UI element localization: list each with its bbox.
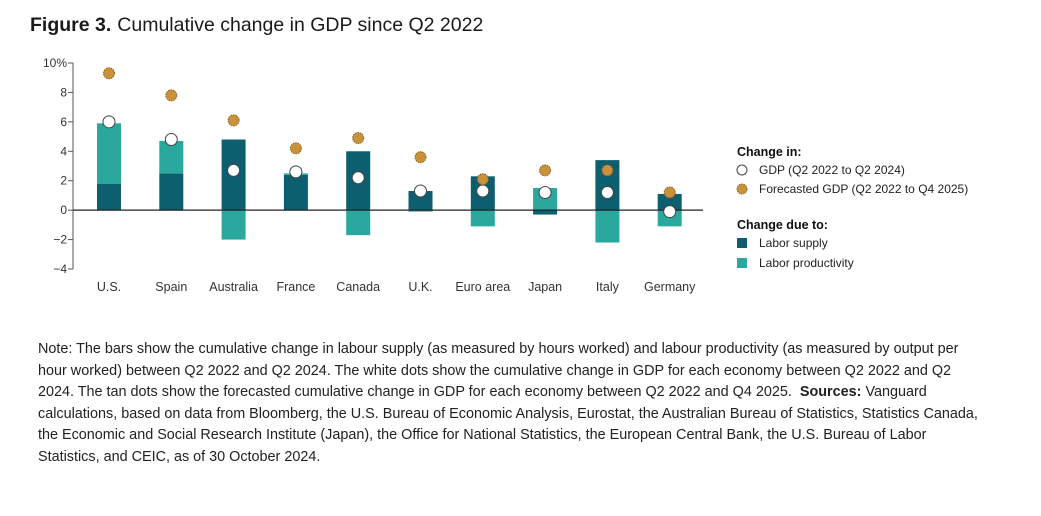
- gdp-dot: [476, 184, 490, 198]
- x-tick-label: Spain: [155, 280, 187, 294]
- x-tick-label: Euro area: [455, 280, 510, 294]
- forecast-gdp-dot: [165, 89, 178, 102]
- x-tick-label: U.S.: [97, 280, 121, 294]
- y-tick-label: −2: [53, 233, 67, 247]
- gdp-dot: [600, 185, 614, 199]
- gdp-dot: [227, 163, 241, 177]
- gdp-dot: [538, 185, 552, 199]
- forecast-gdp-dot: [103, 67, 115, 80]
- legend-heading-change-due-to: Change due to:: [737, 218, 828, 232]
- gdp-dot: [351, 171, 365, 185]
- y-tick-label: 0: [60, 203, 67, 217]
- forecast-gdp-dot: [352, 132, 365, 145]
- forecast-gdp-dot: [414, 151, 427, 164]
- forecast-gdp-dot: [227, 114, 240, 127]
- legend-labor-supply-label: Labor supply: [759, 236, 828, 250]
- forecast-gdp-dot: [539, 164, 552, 177]
- bar-labor-supply: [408, 191, 433, 211]
- legend-labor-supply-swatch: [737, 238, 747, 248]
- x-tick-label: France: [276, 280, 315, 294]
- x-tick-label: Canada: [336, 280, 380, 294]
- x-tick-label: Italy: [596, 280, 620, 294]
- legend-forecast-swatch: [736, 183, 748, 195]
- legend-gdp-label: GDP (Q2 2022 to Q2 2024): [759, 163, 905, 177]
- y-tick-label: −4: [53, 262, 67, 276]
- bar-labor-supply: [533, 210, 558, 215]
- x-tick-label: Japan: [528, 280, 562, 294]
- figure-label: Figure 3.: [30, 14, 112, 36]
- x-tick-label: Germany: [644, 280, 696, 294]
- legend-forecast-label: Forecasted GDP (Q2 2022 to Q4 2025): [759, 182, 968, 196]
- note-text: Note: The bars show the cumulative chang…: [38, 341, 959, 400]
- figure-title-text: Cumulative change in GDP since Q2 2022: [117, 14, 484, 36]
- y-tick-label: 2: [60, 174, 67, 188]
- bar-labor-supply: [657, 193, 682, 211]
- stacked-bar-chart: −4 −2 0 2 4 6 8 10% U.S. Spain Australia France Cana…: [43, 56, 968, 294]
- forecast-gdp-dot: [663, 186, 676, 199]
- bar-labor-productivity: [159, 140, 184, 174]
- bar-labor-productivity: [408, 210, 433, 212]
- forecast-gdp-dot: [289, 142, 302, 155]
- bar-labor-productivity: [346, 210, 371, 236]
- sources-text: Vanguard calculations, based on data fro…: [38, 384, 978, 465]
- gdp-dot: [102, 115, 116, 129]
- forecast-gdp-dot: [601, 164, 614, 177]
- bar-labor-productivity: [221, 210, 246, 240]
- forecast-gdp-dot: [476, 173, 489, 186]
- gdp-dot: [414, 184, 427, 198]
- bar-labor-productivity: [97, 123, 121, 184]
- gdp-dot: [663, 205, 677, 219]
- bar-labor-supply: [97, 183, 121, 211]
- bar-labor-supply: [283, 174, 308, 211]
- bar-labor-productivity: [595, 210, 620, 243]
- y-tick-label: 10%: [43, 56, 67, 70]
- figure-title: Figure 3. Cumulative change in GDP since …: [30, 14, 483, 37]
- legend-heading-change-in: Change in:: [737, 145, 802, 159]
- legend-labor-productivity-label: Labor productivity: [759, 256, 854, 270]
- sources-label: Sources:: [799, 384, 862, 400]
- y-tick-label: 6: [60, 115, 67, 129]
- gdp-dot: [164, 133, 178, 147]
- y-tick-label: 4: [60, 144, 67, 158]
- legend-gdp-swatch: [736, 164, 748, 176]
- bar-labor-productivity: [657, 210, 682, 227]
- x-tick-label: U.K.: [408, 280, 432, 294]
- chart-note: Note: The bars show the cumulative chang…: [38, 339, 988, 468]
- bar-labor-supply: [159, 173, 184, 211]
- legend-labor-productivity-swatch: [737, 258, 747, 268]
- gdp-dot: [289, 165, 303, 179]
- bar-labor-productivity: [470, 210, 495, 227]
- y-tick-label: 8: [60, 85, 67, 99]
- x-tick-label: Australia: [209, 280, 258, 294]
